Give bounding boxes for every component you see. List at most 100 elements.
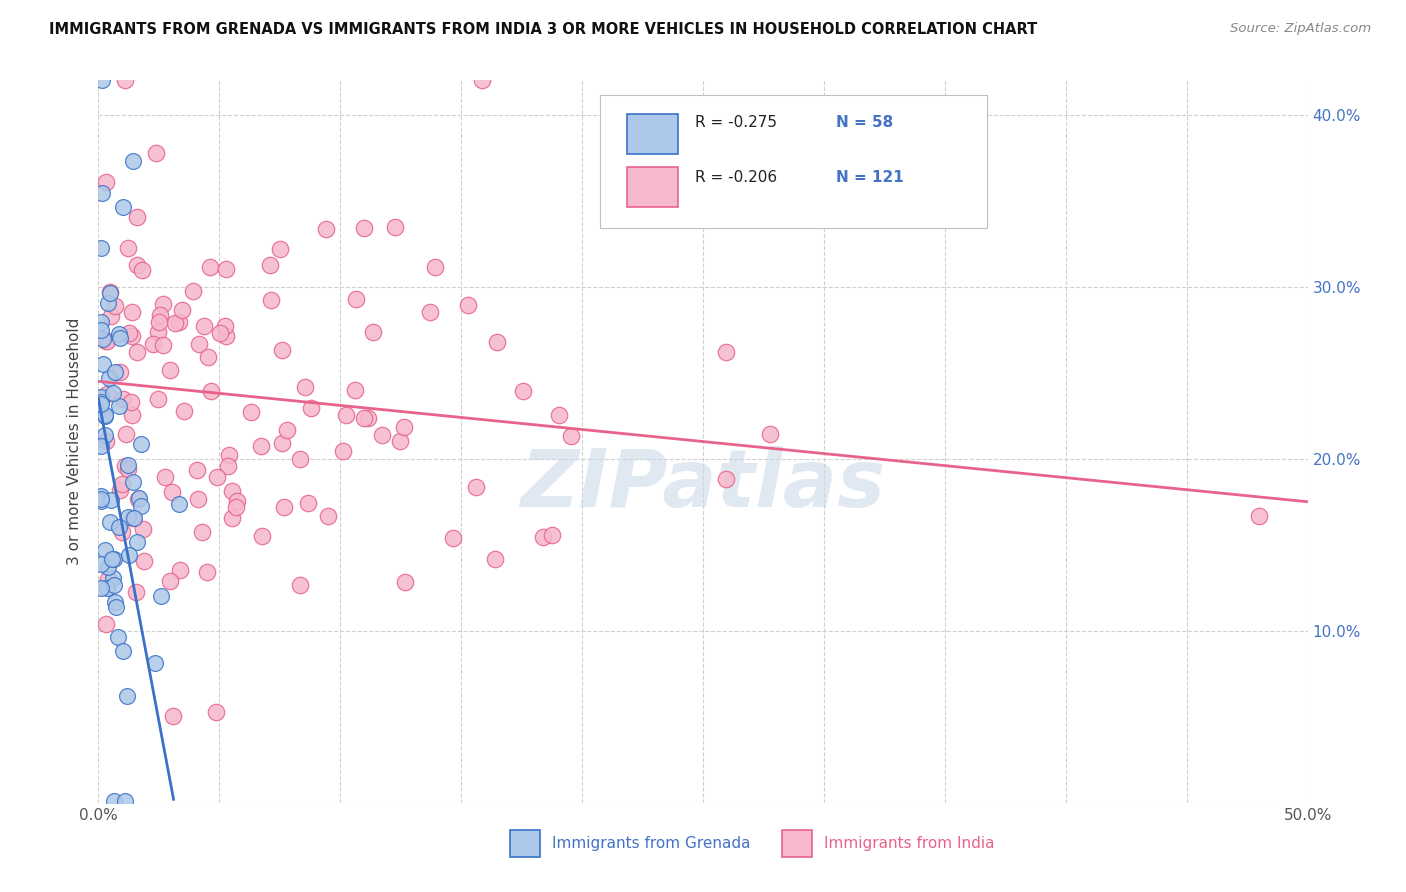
Point <box>260 293 283 307</box>
Point <box>90 390 112 404</box>
Point <box>117 458 139 472</box>
Point <box>148 316 170 330</box>
Point <box>145 146 167 161</box>
Point <box>105 599 128 614</box>
Text: IMMIGRANTS FROM GRENADA VS IMMIGRANTS FROM INDIA 3 OR MORE VEHICLES IN HOUSEHOLD: IMMIGRANTS FROM GRENADA VS IMMIGRANTS FR… <box>49 22 1038 37</box>
FancyBboxPatch shape <box>627 167 678 207</box>
Point <box>169 563 191 577</box>
Point <box>90 241 112 255</box>
FancyBboxPatch shape <box>509 830 540 857</box>
Point <box>94 409 117 423</box>
Text: ZIPatlas: ZIPatlas <box>520 446 886 524</box>
Point <box>353 220 375 235</box>
Point <box>90 490 112 504</box>
Point <box>457 298 479 312</box>
Point <box>343 384 366 398</box>
Point <box>273 500 295 515</box>
Point <box>94 543 117 558</box>
Point <box>90 73 112 87</box>
Point <box>271 343 294 357</box>
Text: N = 121: N = 121 <box>837 170 904 186</box>
Point <box>259 258 281 272</box>
Point <box>146 392 169 406</box>
Point <box>288 451 311 466</box>
Point <box>160 485 183 500</box>
Point <box>94 409 117 423</box>
Point <box>159 574 181 588</box>
Point <box>191 524 214 539</box>
Point <box>335 408 357 422</box>
Point <box>90 186 112 201</box>
Point <box>103 552 125 566</box>
Point <box>357 411 380 425</box>
Point <box>97 371 120 385</box>
Point <box>225 494 247 508</box>
Point <box>152 338 174 352</box>
Point <box>128 491 150 506</box>
Point <box>103 578 125 592</box>
Point <box>127 258 149 272</box>
Point <box>117 241 139 255</box>
Point <box>100 552 122 566</box>
Point <box>214 319 236 334</box>
Point <box>193 319 215 334</box>
Text: N = 58: N = 58 <box>837 115 893 129</box>
Point <box>371 427 394 442</box>
Point <box>132 554 155 568</box>
Point <box>423 260 446 274</box>
Point <box>97 572 120 586</box>
FancyBboxPatch shape <box>627 114 678 154</box>
Point <box>531 530 554 544</box>
Point <box>101 385 124 400</box>
Point <box>129 500 152 514</box>
Point <box>97 560 120 574</box>
Point <box>111 200 134 214</box>
Point <box>441 531 464 545</box>
Point <box>121 305 143 319</box>
Point <box>121 329 143 343</box>
Point <box>101 571 124 585</box>
Point <box>114 458 136 473</box>
Point <box>485 334 508 349</box>
Point <box>90 492 112 507</box>
Point <box>91 357 114 371</box>
Point <box>121 408 143 422</box>
Point <box>155 470 177 484</box>
Point <box>512 384 534 399</box>
Point <box>94 175 117 189</box>
Text: R = -0.206: R = -0.206 <box>695 170 776 186</box>
Point <box>114 794 136 808</box>
Point <box>384 219 406 234</box>
Point <box>91 332 114 346</box>
Point <box>118 548 141 562</box>
Point <box>90 323 112 337</box>
Point <box>98 285 121 300</box>
Point <box>149 308 172 322</box>
Point <box>271 436 294 450</box>
Point <box>108 520 131 534</box>
Point <box>353 411 375 425</box>
Point <box>195 565 218 579</box>
Point <box>90 395 112 409</box>
Point <box>297 495 319 509</box>
Text: Immigrants from Grenada: Immigrants from Grenada <box>551 836 751 851</box>
Point <box>187 491 209 506</box>
Point <box>100 493 122 508</box>
Point <box>110 331 132 345</box>
Point <box>111 525 134 540</box>
Point <box>111 477 134 491</box>
Point <box>361 325 384 339</box>
Point <box>759 426 782 441</box>
Point <box>125 211 148 225</box>
Point <box>94 616 117 631</box>
Point <box>252 528 274 542</box>
Point <box>112 392 135 407</box>
Point <box>471 73 494 87</box>
Point <box>419 305 441 319</box>
Point <box>94 427 117 442</box>
Point <box>127 344 149 359</box>
Point <box>332 444 354 458</box>
Point <box>560 428 582 442</box>
Point <box>108 327 131 342</box>
Point <box>249 439 271 453</box>
